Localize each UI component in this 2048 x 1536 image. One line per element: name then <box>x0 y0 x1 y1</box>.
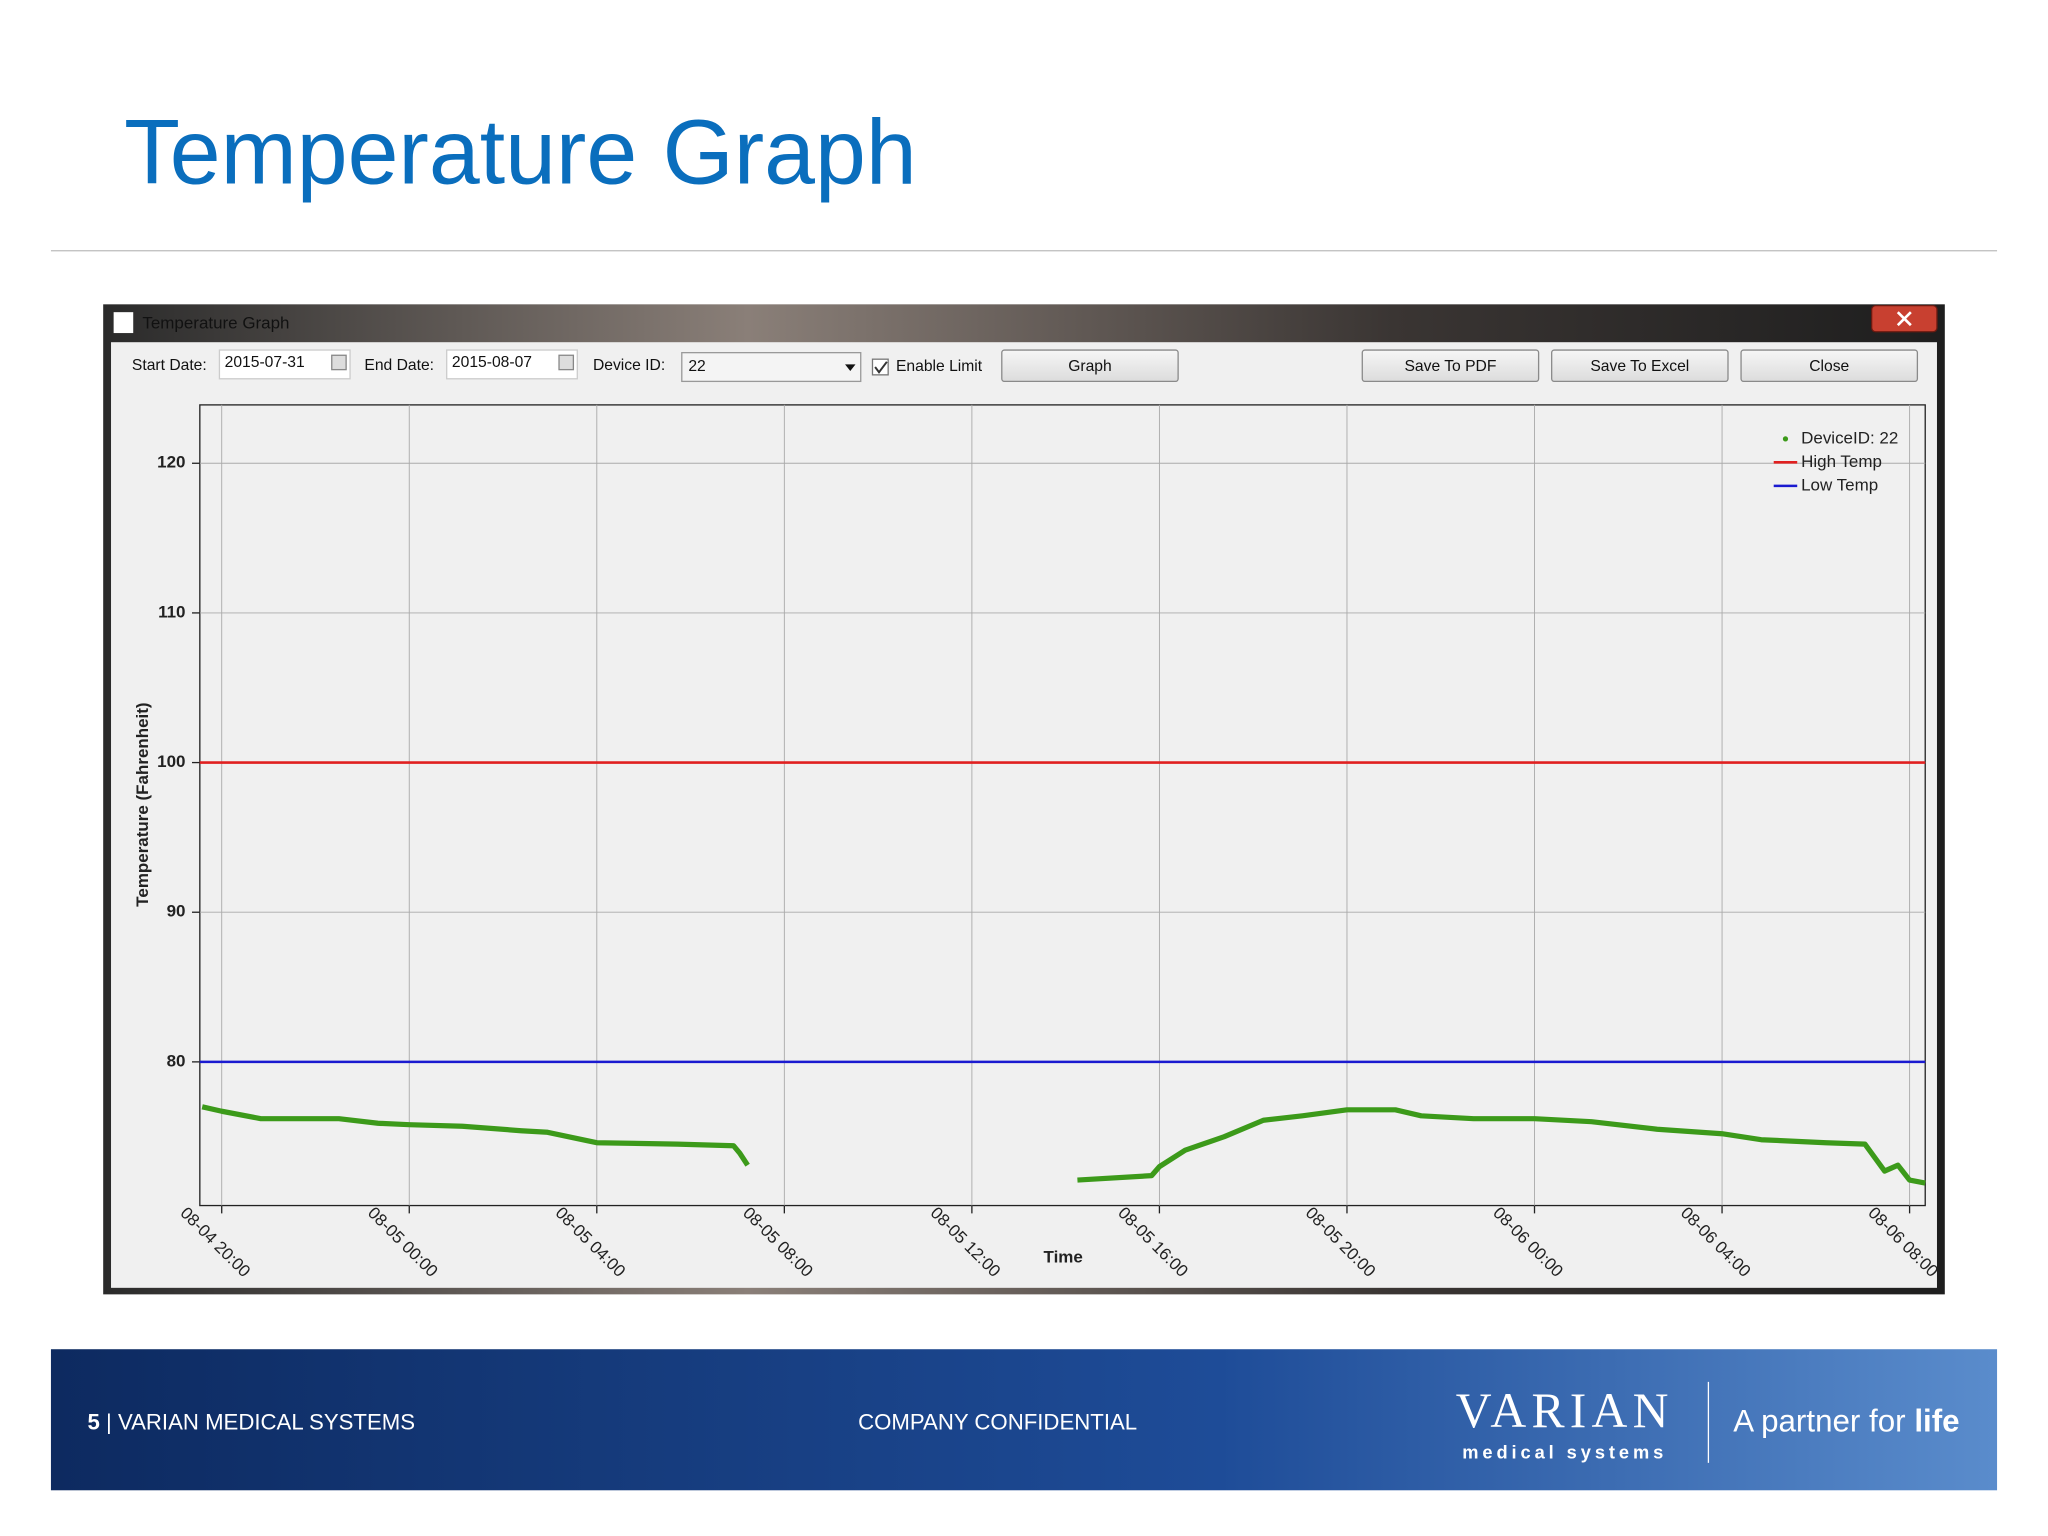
slide-content: Temperature Graph Temperature Graph Star… <box>50 102 1998 1491</box>
dropdown-arrow <box>845 364 856 371</box>
device-label: Device ID: <box>593 357 665 374</box>
device-select[interactable] <box>681 351 862 383</box>
button[interactable] <box>1001 349 1179 383</box>
plot-area <box>199 404 1926 1207</box>
start-date-value: 2015-07-31 <box>225 354 305 371</box>
end-date-value: 2015-08-07 <box>452 354 532 371</box>
end-date-label: End Date: <box>364 357 434 374</box>
calendar-icon[interactable] <box>558 354 575 371</box>
window-icon <box>113 312 134 334</box>
x-axis-label: Time <box>1044 1247 1083 1266</box>
logo: VARIAN <box>1456 1383 1674 1438</box>
y-tick-label: 100 <box>157 752 185 771</box>
close-icon <box>1896 311 1912 327</box>
button-label: Save To PDF <box>1404 358 1496 375</box>
y-tick-label: 110 <box>158 602 185 621</box>
logo-sub: medical systems <box>1462 1442 1667 1463</box>
start-date-label: Start Date: <box>132 357 207 374</box>
footer-center: COMPANY CONFIDENTIAL <box>858 1410 1137 1435</box>
tagline-bold: life <box>1914 1404 1959 1439</box>
legend-marker <box>1782 436 1789 442</box>
legend-label: Low Temp <box>1801 475 1878 494</box>
y-axis-label: Temperature (Fahrenheit) <box>133 702 152 906</box>
footer-company: | VARIAN MEDICAL SYSTEMS <box>106 1410 415 1435</box>
button[interactable] <box>1551 349 1729 383</box>
button-label: Close <box>1809 358 1849 375</box>
enable-limit-label: Enable Limit <box>896 358 983 375</box>
enable-limit-checkbox[interactable] <box>871 358 889 376</box>
end-date-input[interactable] <box>446 349 578 380</box>
start-date-input[interactable] <box>218 349 351 380</box>
button-label: Graph <box>1068 358 1112 375</box>
button-label: Save To Excel <box>1590 358 1689 375</box>
toolbar-buttons: Graph Save To PDF Save To Excel Close <box>1001 349 1919 383</box>
window-title: Temperature Graph <box>142 313 289 332</box>
calendar-icon[interactable] <box>331 354 347 371</box>
tagline-text: A partner for <box>1733 1404 1905 1439</box>
y-tick-label: 90 <box>167 902 186 921</box>
device-value: 22 <box>688 358 705 375</box>
footer-left: 5 | VARIAN MEDICAL SYSTEMS <box>88 1410 416 1435</box>
page-number: 5 <box>88 1410 100 1435</box>
check-mark <box>874 361 888 374</box>
y-tick-label: 80 <box>167 1051 186 1070</box>
button[interactable] <box>1361 349 1540 383</box>
y-tick-label: 120 <box>157 453 185 472</box>
slide-title: Temperature Graph <box>124 102 917 204</box>
button[interactable] <box>1740 349 1919 383</box>
footer <box>50 1349 1998 1491</box>
tagline: A partner for life <box>1733 1404 1959 1439</box>
data-line <box>201 1104 1926 1186</box>
legend-label: DeviceID: 22 <box>1801 428 1898 447</box>
legend-label: High Temp <box>1801 452 1882 471</box>
